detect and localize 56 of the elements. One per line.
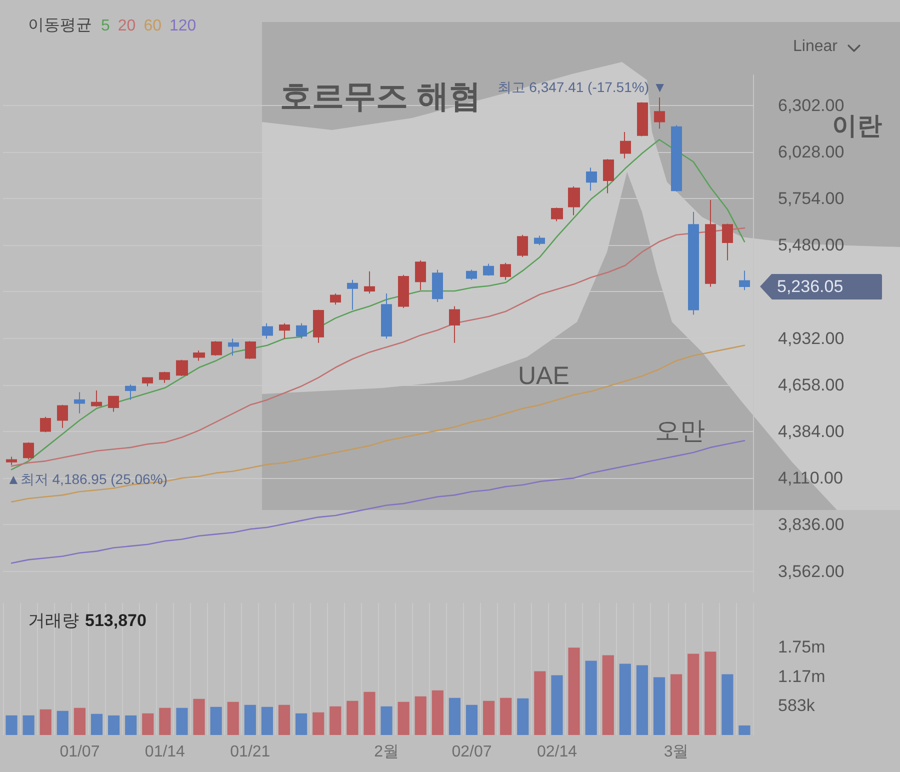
y-tick-label: 1.75m	[778, 638, 826, 657]
bar	[108, 715, 120, 735]
bar	[500, 698, 512, 735]
bar	[193, 698, 205, 735]
bar	[90, 714, 103, 735]
bar	[6, 715, 18, 735]
bar	[670, 674, 682, 735]
bar	[432, 690, 444, 735]
bar	[159, 708, 171, 735]
bar	[738, 725, 750, 735]
y-tick-label: 583k	[778, 696, 816, 716]
bar	[227, 702, 239, 735]
bar	[244, 704, 256, 735]
bar	[602, 655, 614, 735]
bar	[142, 713, 154, 735]
bar	[346, 700, 358, 735]
bar	[636, 665, 648, 735]
bar	[466, 704, 478, 735]
bar	[688, 654, 700, 735]
bar	[312, 712, 324, 735]
bar	[176, 708, 188, 735]
annotation: 513,870	[85, 611, 146, 631]
bar	[364, 692, 376, 735]
x-tick-label: 2월	[374, 744, 399, 760]
bar	[380, 706, 392, 735]
bar	[534, 671, 546, 735]
bar	[722, 674, 734, 735]
bar	[414, 696, 426, 735]
x-tick-label: 02/14	[536, 744, 578, 760]
x-tick-label: 01/07	[60, 744, 100, 760]
x-tick-label: 02/07	[452, 744, 492, 760]
bar	[261, 706, 273, 735]
bar	[551, 675, 563, 735]
x-tick-label: 01/21	[230, 744, 270, 760]
bar	[704, 652, 716, 735]
bar	[517, 698, 529, 735]
bar	[330, 706, 342, 735]
bar	[398, 702, 410, 735]
bar	[585, 660, 597, 735]
bar	[125, 715, 137, 735]
bar	[22, 715, 34, 735]
bar	[56, 710, 68, 735]
bar	[619, 664, 631, 735]
text: 거래량	[28, 611, 79, 631]
bar	[40, 709, 52, 735]
bar	[483, 700, 495, 735]
bar	[210, 706, 222, 735]
bar	[448, 698, 460, 735]
bar	[278, 704, 290, 735]
x-tick-label: 01/14	[144, 744, 186, 760]
x-tick-label: 3월	[664, 744, 689, 760]
bar	[568, 648, 580, 735]
bar	[296, 713, 308, 735]
bar	[653, 677, 666, 735]
y-tick-label: 1.17m	[778, 666, 826, 686]
bar	[74, 708, 86, 735]
